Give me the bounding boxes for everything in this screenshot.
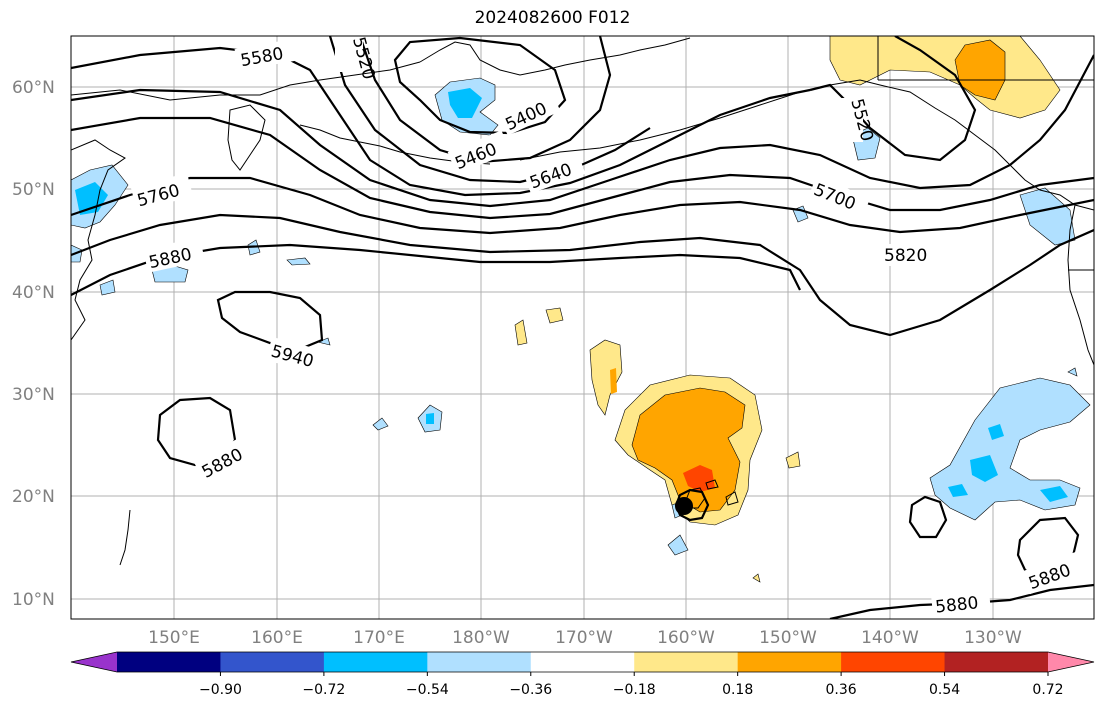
colorbar-bin bbox=[634, 652, 739, 672]
longitude-labels: 150°E 160°E 170°E 180°W 170°W 160°W 150°… bbox=[148, 628, 1022, 648]
colorbar-bin bbox=[427, 652, 532, 672]
lat-label-30n: 30°N bbox=[12, 385, 55, 405]
contour-5700 bbox=[71, 116, 1094, 220]
lat-label-60n: 60°N bbox=[12, 78, 55, 98]
contour-5940 bbox=[216, 290, 324, 349]
colorbar-segments bbox=[70, 651, 1095, 673]
shade-yellow-small-1 bbox=[514, 319, 528, 346]
lon-label-170e: 170°E bbox=[353, 628, 405, 648]
lon-label-150e: 150°E bbox=[148, 628, 200, 648]
lon-label-140w: 140°W bbox=[861, 628, 919, 648]
shade-blue-bering bbox=[448, 88, 482, 118]
contour-label-5820: 5820 bbox=[884, 246, 927, 266]
coast-us-west bbox=[1067, 204, 1094, 366]
coast-alaska-south bbox=[519, 79, 1094, 211]
contour-label-5880-south: 5880 bbox=[934, 593, 979, 617]
hawaii-big-island bbox=[675, 497, 693, 515]
colorbar: −0.90 −0.72 −0.54 −0.36 −0.18 0.18 0.36 0.54 0.7… bbox=[70, 651, 1095, 698]
shade-orange-small-1 bbox=[610, 368, 617, 394]
shade-yellow-north-hawaii bbox=[589, 339, 623, 416]
shade-yellow-small-3 bbox=[785, 451, 801, 469]
colorbar-tick-label: 0.72 bbox=[1032, 682, 1063, 698]
inset-box-lines bbox=[877, 36, 1094, 271]
contour-5520-east bbox=[809, 36, 977, 162]
lat-label-20n: 20°N bbox=[12, 487, 55, 507]
colorbar-bin bbox=[530, 652, 635, 672]
colorbar-outline bbox=[70, 651, 1095, 673]
colorbar-tick-label: −0.90 bbox=[199, 682, 242, 698]
colorbar-bin bbox=[323, 652, 428, 672]
contour-5820 bbox=[71, 213, 1094, 337]
lon-label-180w: 180°W bbox=[452, 628, 510, 648]
lon-label-150w: 150°W bbox=[759, 628, 817, 648]
shade-lightblue-small-1 bbox=[372, 417, 389, 431]
colorbar-bin bbox=[117, 652, 221, 672]
map-background bbox=[71, 36, 1094, 619]
shade-blue-southeast-3 bbox=[1040, 486, 1068, 502]
coast-hawaii-3 bbox=[705, 479, 719, 490]
colorbar-ticks: −0.90 −0.72 −0.54 −0.36 −0.18 0.18 0.36 0.54 0.7… bbox=[199, 672, 1064, 698]
shade-lightblue-westcoast bbox=[1019, 187, 1076, 246]
colorbar-tick-label: −0.36 bbox=[509, 682, 552, 698]
contour-5880-hawaii bbox=[674, 488, 710, 522]
lon-label-170w: 170°W bbox=[555, 628, 613, 648]
shade-lightblue-small-3 bbox=[667, 534, 689, 556]
shade-lightblue-southeast bbox=[929, 377, 1091, 521]
shade-lightblue-small-6 bbox=[1067, 367, 1078, 377]
shade-blue-southeast-2 bbox=[948, 484, 968, 497]
map-frame bbox=[70, 35, 1095, 620]
contour-5460 bbox=[358, 36, 612, 164]
lon-label-160w: 160°W bbox=[657, 628, 715, 648]
lon-label-130w: 130°W bbox=[964, 628, 1022, 648]
lat-label-50n: 50°N bbox=[12, 180, 55, 200]
shade-orange-hawaii bbox=[631, 387, 746, 513]
colorbar-bin bbox=[737, 652, 842, 672]
colorbar-tick-label: 0.36 bbox=[826, 682, 857, 698]
latitude-labels: 60°N 50°N 40°N 30°N 20°N 10°N bbox=[12, 78, 55, 610]
coast-asia bbox=[71, 139, 126, 341]
colorbar-tick-label: 0.18 bbox=[722, 682, 753, 698]
colorbar-extend-high bbox=[1048, 652, 1094, 672]
colorbar-tick-label: −0.72 bbox=[302, 682, 345, 698]
lat-label-10n: 10°N bbox=[12, 590, 55, 610]
contour-5400 bbox=[393, 36, 567, 135]
contour-5640 bbox=[71, 54, 1094, 208]
shade-lightblue-west-3 bbox=[286, 257, 311, 266]
shade-blue-southeast-4 bbox=[988, 424, 1004, 440]
coast-hawaii-2 bbox=[725, 491, 739, 506]
map-title: 2024082600 F012 bbox=[474, 8, 631, 28]
shade-yellow-small-2 bbox=[545, 307, 564, 324]
lat-label-40n: 40°N bbox=[12, 283, 55, 303]
lon-label-160e: 160°E bbox=[251, 628, 303, 648]
colorbar-tick-label: 0.54 bbox=[929, 682, 960, 698]
colorbar-bin bbox=[944, 652, 1049, 672]
contour-5880-southeast-1 bbox=[908, 495, 948, 539]
shade-blue-dateline bbox=[426, 413, 434, 424]
colorbar-bin bbox=[220, 652, 325, 672]
shade-lightblue-west-4 bbox=[99, 279, 116, 296]
contour-5520-west bbox=[328, 36, 651, 184]
shade-yellow-small-4 bbox=[752, 573, 761, 583]
colorbar-tick-label: −0.18 bbox=[613, 682, 656, 698]
coast-islands-pacific bbox=[119, 509, 131, 566]
colorbar-bin bbox=[841, 652, 946, 672]
height-contours bbox=[71, 36, 1094, 619]
coast-alaska-west bbox=[419, 37, 691, 76]
coast-kamchatka bbox=[227, 104, 266, 171]
coast-aleutian bbox=[299, 124, 491, 165]
colorbar-tick-label: −0.54 bbox=[406, 682, 449, 698]
shade-blue-southeast-1 bbox=[970, 455, 998, 482]
contour-5760 bbox=[71, 176, 1094, 235]
colorbar-extend-low bbox=[71, 652, 117, 672]
